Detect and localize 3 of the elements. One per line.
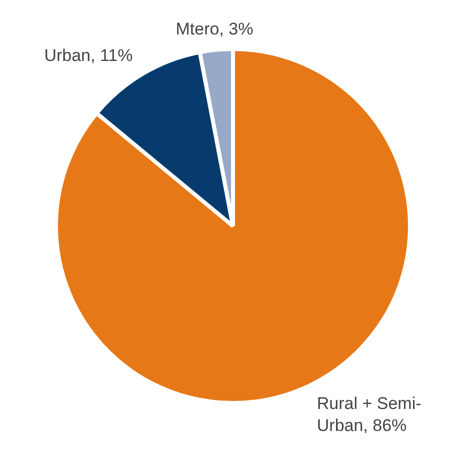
slice-label: Urban, 11%	[44, 46, 133, 66]
slice-label: Rural + Semi-Urban, 86%	[316, 394, 422, 435]
slice-label: Mtero, 3%	[176, 20, 254, 39]
